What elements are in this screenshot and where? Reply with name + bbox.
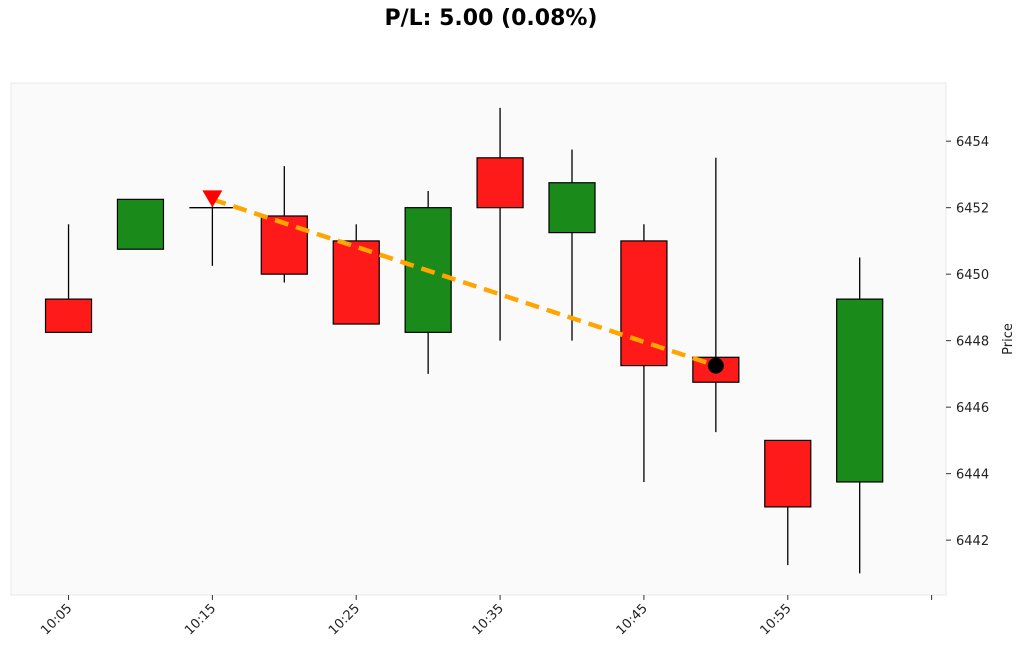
candle-body (548, 182, 596, 234)
y-tick-label: 6448 (956, 335, 989, 350)
x-tick-label: 10:45 (614, 601, 651, 638)
candle-body (764, 439, 812, 508)
candle-1035 (476, 107, 524, 341)
y-tick-label: 6454 (956, 135, 989, 150)
candle-1025 (332, 224, 380, 325)
candle-1015 (189, 199, 236, 266)
x-tick-label: 10:25 (326, 601, 363, 638)
candle-1020 (260, 166, 308, 283)
chart-title: P/L: 5.00 (0.08%) (384, 6, 598, 31)
y-tick-label: 6446 (956, 401, 989, 416)
y-axis: 6442 6444 6446 6448 6450 6452 6454 (946, 135, 989, 549)
candle-1100 (836, 257, 884, 574)
candle-1055 (764, 439, 812, 566)
candle-body (332, 240, 380, 325)
candle-body (44, 298, 93, 333)
y-tick-label: 6452 (956, 202, 989, 217)
candle-1010 (116, 198, 165, 250)
candle-body (116, 198, 165, 250)
x-tick-label: 10:35 (470, 601, 507, 638)
y-tick-label: 6442 (956, 534, 989, 549)
x-tick-label: 10:55 (757, 601, 794, 638)
trade-path-line (211, 197, 717, 368)
y-axis-label: Price (1001, 323, 1016, 355)
y-tick-label: 6444 (956, 468, 989, 483)
x-axis: 10:05 10:15 10:25 10:35 10:45 10:55 (11, 594, 946, 638)
candle-1005 (44, 224, 93, 333)
x-tick-label: 10:05 (38, 601, 75, 638)
trade-overlay (202, 190, 724, 374)
candle-body (476, 157, 524, 209)
x-tick-label: 10:15 (182, 601, 219, 638)
candle-body (260, 215, 308, 275)
candle-1040 (548, 149, 596, 341)
exit-marker (707, 357, 724, 374)
entry-marker (202, 190, 223, 208)
y-tick-label: 6450 (956, 268, 989, 283)
candle-body (836, 298, 884, 483)
